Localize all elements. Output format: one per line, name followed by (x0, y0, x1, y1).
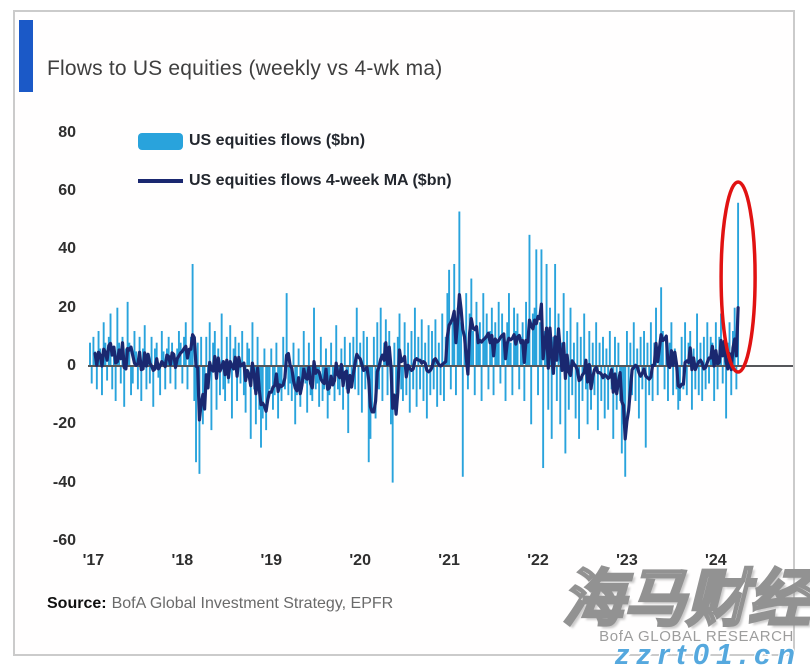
legend-label-4wk-ma: US equities flows 4-week MA ($bn) (189, 172, 452, 189)
title-accent-bar (19, 20, 33, 92)
source-label: Source: (47, 595, 107, 612)
legend-item-4wk-ma: US equities flows 4-week MA ($bn) (138, 170, 452, 192)
page-title: Flows to US equities (weekly vs 4-wk ma) (47, 57, 443, 80)
source-text: BofA Global Investment Strategy, EPFR (111, 595, 394, 612)
legend-label-weekly-flows: US equities flows ($bn) (189, 132, 366, 149)
bofa-global-research-watermark: BofA GLOBAL RESEARCH (599, 628, 794, 645)
cjk-watermark: 海马财经 (561, 565, 810, 634)
chart-card-frame (13, 10, 795, 656)
chart-legend: US equities flows ($bn) US equities flow… (138, 130, 452, 210)
legend-item-weekly-flows: US equities flows ($bn) (138, 130, 452, 152)
source-line: Source: BofA Global Investment Strategy, … (47, 595, 393, 613)
site-url-watermark: zzrt01.cn (614, 639, 802, 671)
legend-line-swatch (138, 179, 183, 183)
legend-bar-swatch (138, 132, 183, 150)
